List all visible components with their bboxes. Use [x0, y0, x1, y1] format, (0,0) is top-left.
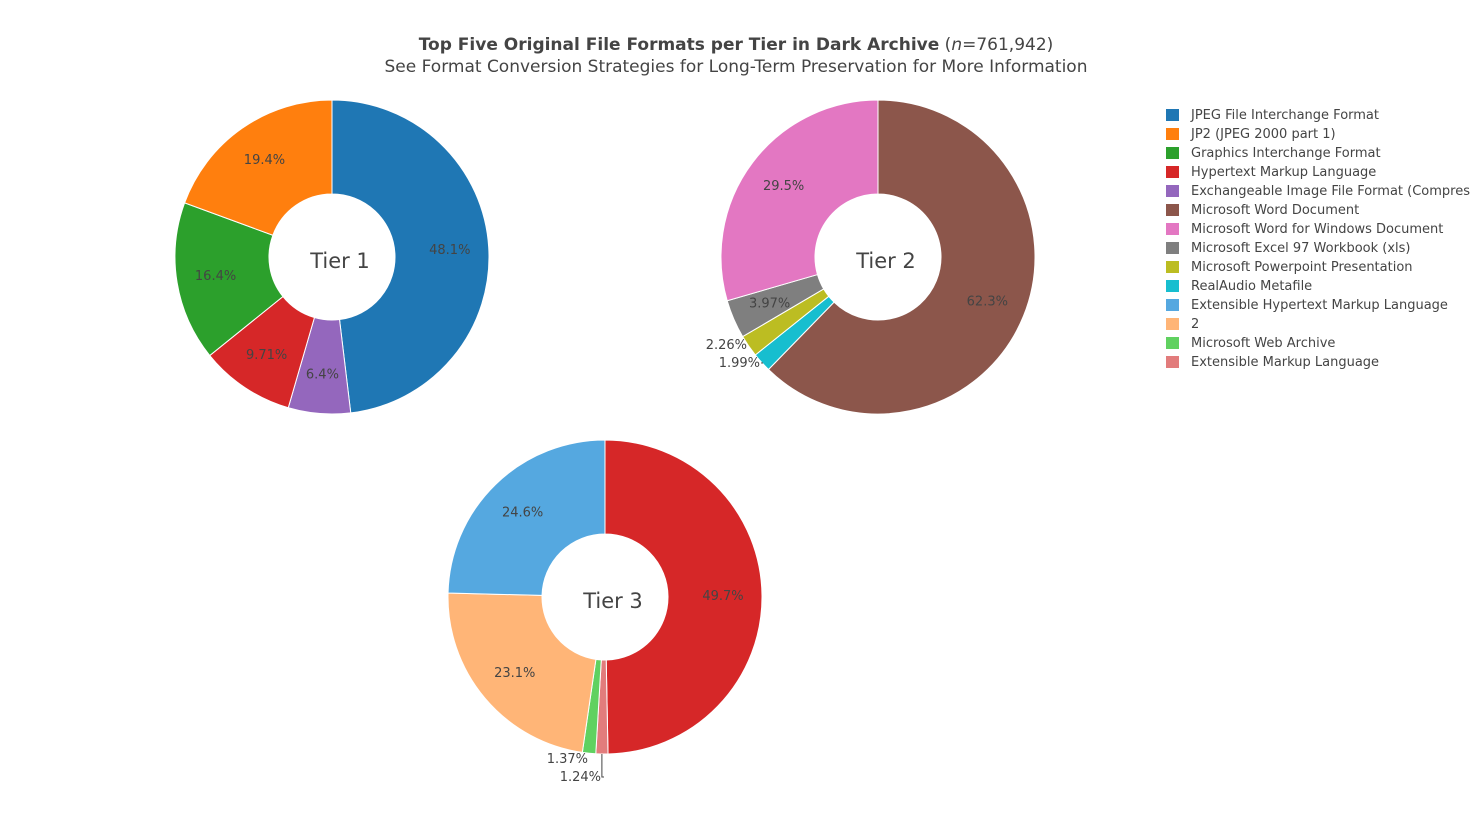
legend-swatch: [1166, 242, 1179, 254]
legend-item-extensible-hypertext-markup-language[interactable]: Extensible Hypertext Markup Language: [1166, 298, 1448, 313]
chart-title: Top Five Original File Formats per Tier …: [419, 35, 1054, 55]
slice-label-tier-3-hypertext-markup-language: 49.7%: [702, 589, 743, 604]
chart-title-paren: (: [939, 35, 951, 55]
legend-label: Microsoft Word Document: [1191, 203, 1359, 218]
legend-swatch: [1166, 185, 1179, 197]
legend[interactable]: JPEG File Interchange Format JP2 (JPEG 20…: [1166, 108, 1470, 370]
pies-group: 48.1% 6.4% 9.71% 16.4% 19.4% Tier 1 62.3% 1.99%…: [174, 99, 1036, 785]
legend-label: 2: [1191, 317, 1199, 332]
legend-item-hypertext-markup-language[interactable]: Hypertext Markup Language: [1166, 165, 1376, 180]
slice-tier-2-microsoft-word-for-windows-document[interactable]: [720, 99, 879, 302]
chart-title-bold: Top Five Original File Formats per Tier …: [419, 35, 940, 55]
pie-tier-1: 48.1% 6.4% 9.71% 16.4% 19.4% Tier 1: [174, 99, 490, 415]
legend-swatch: [1166, 356, 1179, 368]
slice-tier-3-2[interactable]: [447, 592, 597, 753]
legend-label: Extensible Hypertext Markup Language: [1191, 298, 1448, 313]
chart-title-n: n: [951, 35, 962, 55]
slice-tier-1-jp2-jpeg-2000-part-1[interactable]: [183, 99, 333, 236]
slice-tier-3-extensible-hypertext-markup-language[interactable]: [447, 439, 606, 596]
legend-item-exchangeable-image-file-format-compres[interactable]: Exchangeable Image File Format (Compres: [1166, 184, 1470, 199]
legend-swatch: [1166, 337, 1179, 349]
legend-swatch: [1166, 299, 1179, 311]
legend-swatch: [1166, 109, 1179, 121]
legend-label: RealAudio Metafile: [1191, 279, 1312, 294]
legend-label: JP2 (JPEG 2000 part 1): [1190, 127, 1336, 142]
center-label-tier-3: Tier 3: [582, 589, 643, 613]
legend-label: Microsoft Word for Windows Document: [1191, 222, 1443, 237]
legend-item-2[interactable]: 2: [1166, 317, 1199, 332]
slice-label-tier-1-graphics-interchange-format: 16.4%: [195, 269, 236, 284]
slice-label-tier-3-extensible-hypertext-markup-language: 24.6%: [502, 506, 543, 521]
legend-item-extensible-markup-language[interactable]: Extensible Markup Language: [1166, 355, 1379, 370]
center-label-tier-1: Tier 1: [309, 249, 370, 273]
legend-swatch: [1166, 223, 1179, 235]
legend-label: Hypertext Markup Language: [1191, 165, 1376, 180]
slice-tier-1-graphics-interchange-format[interactable]: [174, 202, 284, 357]
legend-label: JPEG File Interchange Format: [1190, 108, 1379, 123]
chart-subtitle: See Format Conversion Strategies for Lon…: [385, 57, 1088, 77]
slice-label-tier-1-hypertext-markup-language: 9.71%: [246, 348, 287, 363]
center-label-tier-2: Tier 2: [855, 249, 916, 273]
legend-item-microsoft-excel-97-workbook-xls[interactable]: Microsoft Excel 97 Workbook (xls): [1166, 241, 1411, 256]
legend-item-graphics-interchange-format[interactable]: Graphics Interchange Format: [1166, 146, 1381, 161]
legend-label: Extensible Markup Language: [1191, 355, 1379, 370]
slice-label-tier-1-exchangeable-image-file-format-compres: 6.4%: [306, 368, 339, 383]
legend-item-microsoft-word-document[interactable]: Microsoft Word Document: [1166, 203, 1359, 218]
legend-item-jp2-jpeg-2000-part-1[interactable]: JP2 (JPEG 2000 part 1): [1166, 127, 1336, 142]
leader-line-tier-2-realaudio-metafile: [761, 362, 763, 364]
legend-label: Graphics Interchange Format: [1191, 146, 1381, 161]
slice-label-tier-2-microsoft-word-for-windows-document: 29.5%: [763, 179, 804, 194]
legend-swatch: [1166, 166, 1179, 178]
legend-label: Microsoft Excel 97 Workbook (xls): [1191, 241, 1411, 256]
slice-label-tier-3-extensible-markup-language: 1.24%: [560, 770, 601, 785]
legend-swatch: [1166, 147, 1179, 159]
slice-label-tier-3-2: 23.1%: [494, 666, 535, 681]
legend-swatch: [1166, 261, 1179, 273]
legend-item-jpeg-file-interchange-format[interactable]: JPEG File Interchange Format: [1166, 108, 1379, 123]
legend-swatch: [1166, 128, 1179, 140]
slice-tier-2-microsoft-word-document[interactable]: [767, 99, 1036, 415]
pie-tier-3: 49.7% 1.24% 1.37% 23.1% 24.6% Tier 3: [447, 439, 763, 785]
legend-item-realaudio-metafile[interactable]: RealAudio Metafile: [1166, 279, 1312, 294]
slice-label-tier-2-microsoft-word-document: 62.3%: [967, 294, 1008, 309]
legend-item-microsoft-powerpoint-presentation[interactable]: Microsoft Powerpoint Presentation: [1166, 260, 1413, 275]
legend-item-microsoft-web-archive[interactable]: Microsoft Web Archive: [1166, 336, 1335, 351]
chart-title-n-value: =761,942): [962, 35, 1053, 55]
slice-label-tier-1-jp2-jpeg-2000-part-1: 19.4%: [244, 153, 285, 168]
slice-tier-3-hypertext-markup-language[interactable]: [604, 439, 763, 755]
pie-tier-2: 62.3% 1.99% 2.26% 3.97% 29.5% Tier 2: [706, 99, 1036, 415]
legend-label: Microsoft Powerpoint Presentation: [1191, 260, 1413, 275]
slice-label-tier-2-microsoft-excel-97-workbook-xls: 3.97%: [749, 297, 790, 312]
legend-swatch: [1166, 318, 1179, 330]
legend-swatch: [1166, 280, 1179, 292]
slice-label-tier-3-microsoft-web-archive: 1.37%: [547, 752, 588, 767]
slice-label-tier-2-microsoft-powerpoint-presentation: 2.26%: [706, 338, 747, 353]
legend-label: Microsoft Web Archive: [1191, 336, 1335, 351]
leader-line-tier-3-extensible-markup-language: [601, 753, 604, 778]
slice-label-tier-2-realaudio-metafile: 1.99%: [719, 356, 760, 371]
slice-tier-1-jpeg-file-interchange-format[interactable]: [331, 99, 490, 414]
legend-swatch: [1166, 204, 1179, 216]
legend-label: Exchangeable Image File Format (Compres: [1191, 184, 1470, 199]
slice-label-tier-1-jpeg-file-interchange-format: 48.1%: [429, 243, 470, 258]
legend-item-microsoft-word-for-windows-document[interactable]: Microsoft Word for Windows Document: [1166, 222, 1443, 237]
